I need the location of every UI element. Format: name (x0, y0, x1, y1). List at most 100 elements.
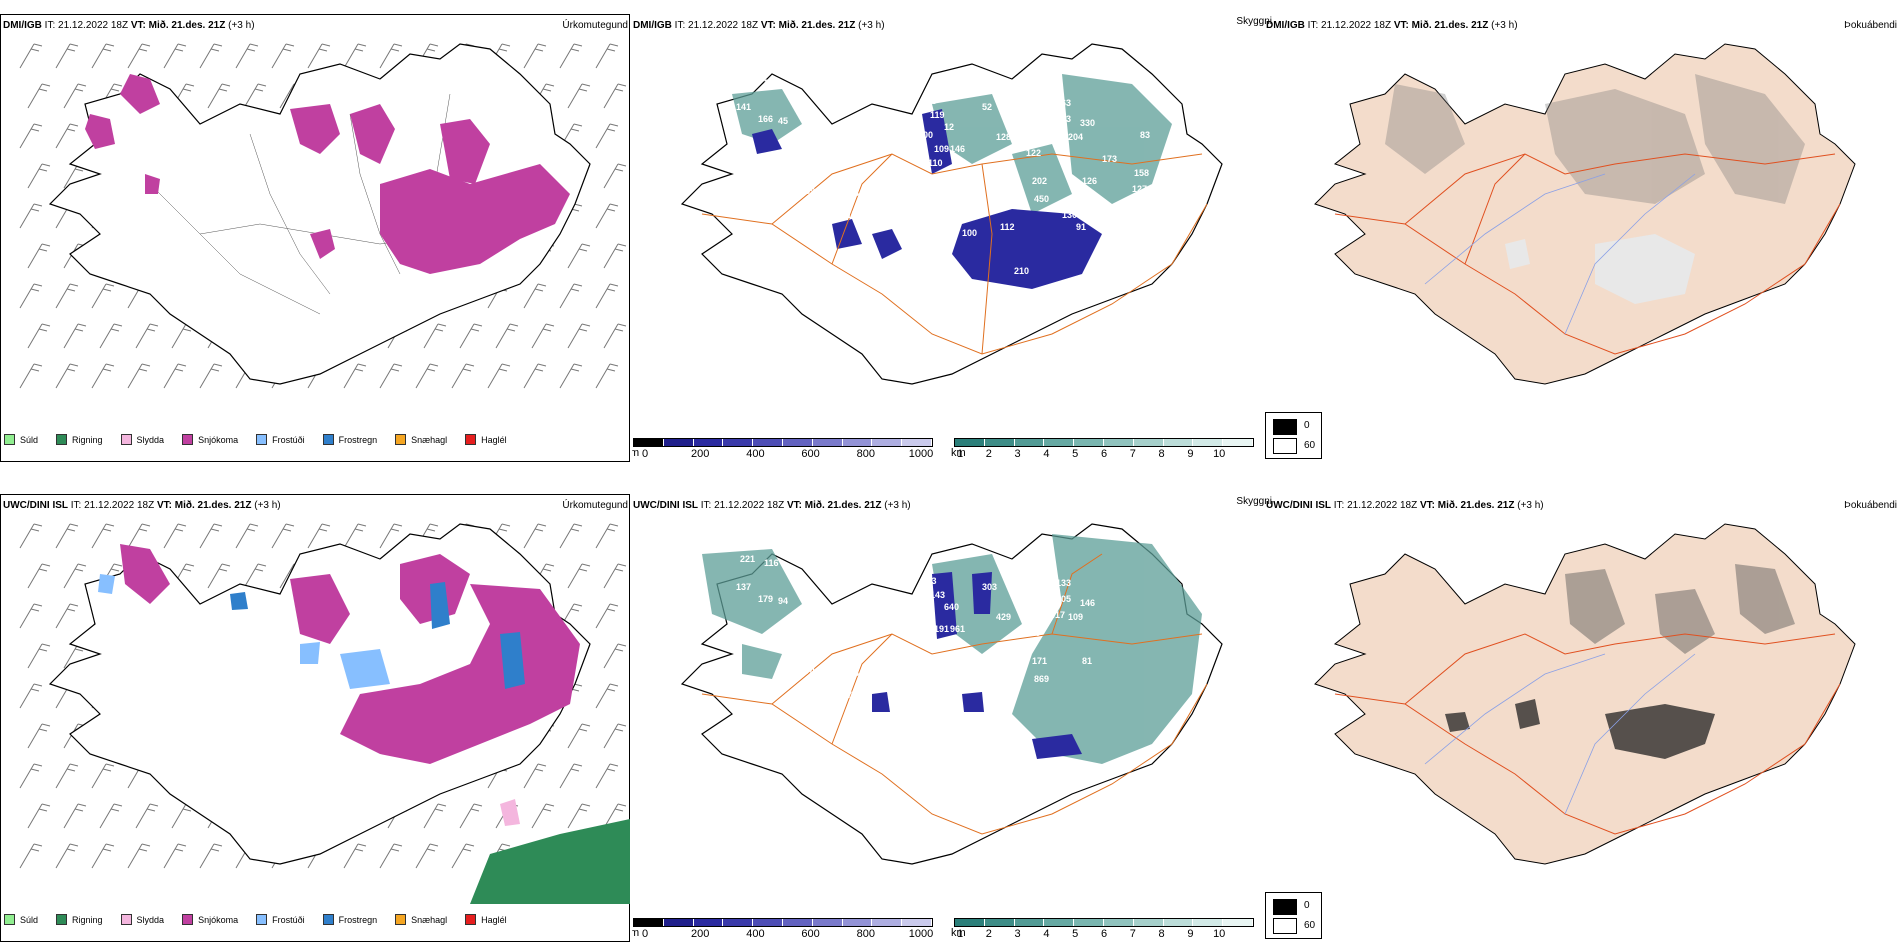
legend-item-snaehagl: Snæhagl (395, 434, 447, 445)
wind-barb (595, 763, 619, 789)
roads (1334, 153, 1841, 355)
legend-item-frostudi: Frostúði (256, 914, 305, 925)
ceiling-value: 191 (934, 624, 949, 634)
scale-swatch (1133, 439, 1164, 446)
scale-swatch (753, 919, 783, 926)
scale-tick-label: 1000 (908, 448, 934, 460)
freezing-rain-areas (230, 582, 525, 689)
visibility-scale-swatches (954, 438, 1254, 447)
fog-label-0: 0 (1304, 900, 1310, 911)
wind-barb (27, 803, 51, 829)
wind-barb (19, 283, 43, 309)
scale-tick-label: 10 (1213, 448, 1226, 460)
wind-barb (19, 363, 43, 389)
lead-time: (+3 h) (858, 20, 885, 31)
wind-barb (415, 843, 439, 869)
ceiling-value: 96 (1000, 178, 1010, 188)
fog-panel: DMI/IGB IT: 21.12.2022 18Z VT: Mið. 21.d… (1265, 0, 1900, 470)
scale-swatch (1163, 919, 1194, 926)
lead-time: (+3 h) (884, 500, 911, 511)
scale-tick-label: 400 (746, 448, 765, 460)
fog-map (1314, 523, 1856, 865)
panel-title: DMI/IGB IT: 21.12.2022 18Z VT: Mið. 21.d… (1266, 20, 1518, 31)
wind-barb (271, 43, 295, 69)
scale-swatch (663, 439, 694, 446)
precip-type-legend: Súld Rigning Slydda Snjókoma Frostúði Fr… (4, 434, 525, 445)
wind-barb (19, 843, 43, 869)
ceiling-value: 12 (944, 122, 954, 132)
wind-barb (523, 43, 547, 69)
wind-barb (19, 763, 43, 789)
scale-tick-label: 8 (1158, 448, 1165, 460)
wind-barb (27, 723, 51, 749)
wind-barb (595, 683, 619, 709)
valid-time-label: VT: (1393, 20, 1409, 31)
ceiling-scale-unit: m (632, 927, 640, 939)
legend-label: Snæhagl (411, 434, 448, 445)
ceiling-value: 253 (1056, 114, 1071, 124)
ceiling-value: 382 (1050, 130, 1065, 140)
wind-barb (603, 163, 627, 189)
scale-swatch (663, 919, 694, 926)
wind-barb (531, 803, 555, 829)
ceiling-value: 267 (884, 684, 899, 694)
ceiling-value: 128 (996, 132, 1011, 142)
wind-barb (199, 43, 223, 69)
legend-swatch (120, 914, 132, 925)
scale-tick-label: 3 (1014, 448, 1021, 460)
valid-time: Mið. 21.des. 21Z (804, 500, 882, 511)
scale-swatch (955, 919, 985, 926)
ceiling-value: 171 (1032, 656, 1047, 666)
ceiling-value: 221 (740, 554, 755, 564)
fog-swatch-60 (1273, 918, 1297, 934)
legend-item-haglel: Haglél (465, 434, 507, 445)
wind-barb (523, 283, 547, 309)
scale-swatch (782, 919, 813, 926)
wind-barb (235, 523, 259, 549)
scale-swatch (1103, 439, 1134, 446)
ceiling-value: 429 (996, 612, 1011, 622)
fog-map (1314, 43, 1856, 385)
legend-swatch (395, 434, 407, 445)
wind-barb (19, 43, 43, 69)
ceiling-value: 100 (962, 228, 977, 238)
wind-barb (343, 523, 367, 549)
wind-barb (559, 763, 583, 789)
ceiling-value: 91 (884, 204, 894, 214)
panel-frame (0, 494, 630, 942)
ceiling-value: 574 (800, 666, 815, 676)
scale-tick-label: 9 (1187, 928, 1194, 940)
legend-swatch (395, 914, 407, 925)
scale-tick-label: 0 (641, 928, 649, 940)
sleet-areas (500, 799, 520, 826)
fog-scale: 0 60 (1265, 412, 1322, 459)
model-name: UWC/DINI ISL (1266, 500, 1331, 511)
ceiling-value: 119 (930, 110, 945, 120)
valid-time: Mið. 21.des. 21Z (174, 500, 252, 511)
ceiling-value: 96 (918, 610, 928, 620)
scale-swatch (1074, 439, 1104, 446)
legend-label: Frostúði (272, 914, 305, 925)
legend-label: Rigning (72, 914, 103, 925)
wind-barb (63, 803, 87, 829)
scale-tick-label: 400 (746, 928, 765, 940)
ceiling-value: 205 (1056, 594, 1071, 604)
model-name: UWC/DINI ISL (633, 500, 698, 511)
legend-item-sudl: Súld (4, 434, 38, 445)
scale-swatch (842, 439, 873, 446)
legend-label: Haglél (481, 914, 507, 925)
wind-barb (55, 283, 79, 309)
wind-barb (523, 363, 547, 389)
visibility-scale-labels: 1 2 3 4 5 6 7 8 9 10 (954, 928, 1254, 942)
wind-barb (379, 523, 403, 549)
roads (701, 553, 1208, 835)
legend-item-snaehagl: Snæhagl (395, 914, 447, 925)
wind-barb (603, 83, 627, 109)
precip-type-map (19, 43, 627, 389)
scale-swatch (1014, 919, 1045, 926)
wind-barb (423, 323, 447, 349)
fog-scale: 0 60 (1265, 892, 1322, 939)
ceiling-value: 158 (1134, 168, 1149, 178)
init-time-label: IT: (700, 500, 712, 511)
wind-barb (19, 523, 43, 549)
